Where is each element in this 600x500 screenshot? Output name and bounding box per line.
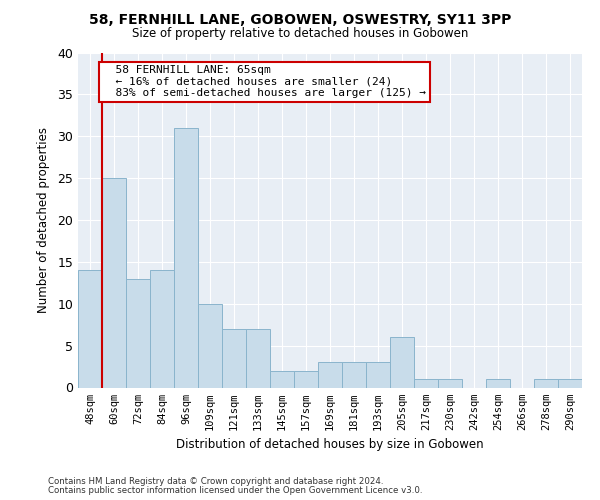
Bar	[486, 379, 510, 388]
Bar	[102, 178, 126, 388]
Text: Contains public sector information licensed under the Open Government Licence v3: Contains public sector information licen…	[48, 486, 422, 495]
Bar	[246, 329, 270, 388]
Text: Size of property relative to detached houses in Gobowen: Size of property relative to detached ho…	[132, 28, 468, 40]
Bar	[174, 128, 198, 388]
Bar	[366, 362, 390, 388]
Bar	[198, 304, 222, 388]
Y-axis label: Number of detached properties: Number of detached properties	[37, 127, 50, 313]
Bar	[534, 379, 558, 388]
X-axis label: Distribution of detached houses by size in Gobowen: Distribution of detached houses by size …	[176, 438, 484, 451]
Bar	[222, 329, 246, 388]
Bar	[414, 379, 438, 388]
Bar	[294, 371, 318, 388]
Bar	[318, 362, 342, 388]
Bar	[558, 379, 582, 388]
Text: 58, FERNHILL LANE, GOBOWEN, OSWESTRY, SY11 3PP: 58, FERNHILL LANE, GOBOWEN, OSWESTRY, SY…	[89, 12, 511, 26]
Bar	[342, 362, 366, 388]
Bar	[78, 270, 102, 388]
Text: Contains HM Land Registry data © Crown copyright and database right 2024.: Contains HM Land Registry data © Crown c…	[48, 477, 383, 486]
Bar	[390, 337, 414, 388]
Bar	[150, 270, 174, 388]
Text: 58 FERNHILL LANE: 65sqm
  ← 16% of detached houses are smaller (24)
  83% of sem: 58 FERNHILL LANE: 65sqm ← 16% of detache…	[103, 65, 427, 98]
Bar	[438, 379, 462, 388]
Bar	[126, 278, 150, 388]
Bar	[270, 371, 294, 388]
